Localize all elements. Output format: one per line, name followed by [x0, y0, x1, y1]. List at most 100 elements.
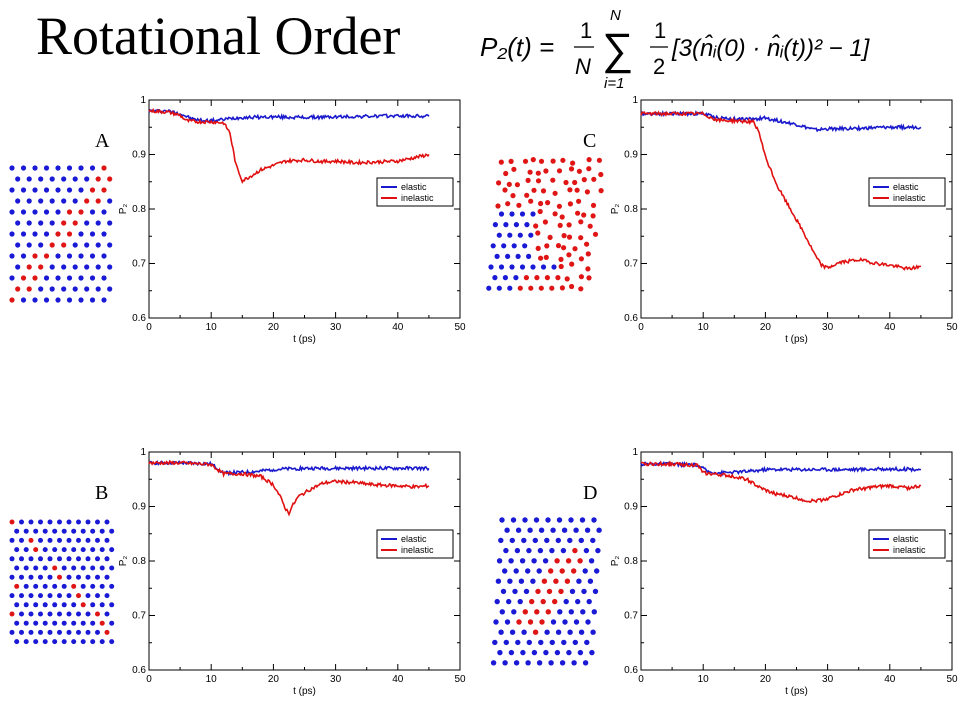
blue-atom [55, 275, 61, 281]
blue-atom [509, 537, 515, 544]
panel-label-b: B [95, 482, 109, 504]
x-tick-label: 0 [146, 674, 152, 685]
blue-atom [66, 519, 72, 525]
blue-atom [591, 517, 597, 523]
red-atom [584, 241, 590, 247]
blue-atom [556, 517, 563, 523]
blue-atom [47, 519, 53, 525]
blue-atom [517, 598, 523, 605]
blue-atom [519, 558, 526, 564]
blue-atom [571, 660, 577, 666]
blue-atom [530, 211, 536, 217]
blue-atom [595, 547, 601, 554]
blue-atom [52, 528, 58, 534]
red-atom [559, 568, 565, 574]
blue-atom [14, 602, 20, 608]
x-tick-label: 40 [392, 322, 404, 333]
blue-atom [492, 639, 498, 646]
blue-atom [572, 639, 578, 646]
red-atom [568, 166, 575, 172]
red-atom [543, 254, 549, 260]
red-atom [528, 285, 534, 291]
red-atom [587, 223, 593, 229]
y-tick-label: 1 [632, 95, 638, 106]
red-atom [72, 220, 78, 226]
blue-atom [530, 578, 536, 584]
blue-atom [508, 649, 515, 656]
blue-atom [90, 547, 96, 553]
blue-atom [72, 242, 78, 248]
red-atom [33, 547, 39, 553]
blue-atom [506, 598, 512, 605]
blue-atom [492, 275, 498, 281]
blue-atom [76, 556, 81, 562]
blue-atom [20, 231, 27, 237]
blue-atom [61, 602, 67, 608]
blue-atom [549, 547, 555, 554]
red-atom [508, 158, 514, 164]
red-atom [104, 629, 110, 635]
red-atom [571, 568, 577, 574]
blue-atom [43, 187, 50, 193]
red-atom [544, 243, 550, 249]
blue-atom [71, 620, 77, 626]
blue-atom [513, 660, 520, 666]
blue-atom [66, 275, 73, 281]
blue-atom [66, 537, 72, 543]
blue-atom [95, 519, 100, 525]
slide-title: Rotational Order [36, 6, 401, 66]
blue-atom [587, 578, 594, 584]
y-tick-label: 0.7 [624, 611, 638, 622]
blue-atom [28, 574, 34, 580]
legend-box [376, 177, 454, 207]
blue-atom [61, 264, 67, 270]
blue-atom [89, 297, 96, 303]
y-tick-label: 0.9 [624, 502, 638, 513]
x-tick-label: 40 [884, 674, 896, 685]
blue-atom [590, 629, 596, 635]
blue-atom [90, 583, 96, 589]
blue-atom [32, 165, 38, 171]
red-atom [561, 245, 567, 251]
red-atom [566, 234, 573, 240]
plot-frame [148, 99, 461, 319]
blue-atom [43, 297, 50, 303]
blue-atom [85, 556, 91, 562]
red-atom [556, 168, 563, 174]
x-tick-label: 10 [698, 674, 710, 685]
plot-frame [640, 451, 953, 671]
blue-atom [57, 556, 62, 562]
blue-atom [99, 528, 105, 534]
blue-atom [23, 528, 29, 534]
blue-atom [47, 574, 53, 580]
x-tick-label: 10 [206, 674, 218, 685]
blue-atom [557, 609, 563, 615]
blue-atom [61, 620, 67, 626]
blue-atom [19, 629, 24, 635]
red-atom [43, 253, 50, 259]
red-atom [545, 200, 551, 206]
blue-atom [61, 176, 67, 182]
blue-atom [560, 547, 567, 554]
blue-atom [543, 649, 549, 656]
red-atom [565, 558, 572, 564]
formula-frac2-den: 2 [653, 54, 665, 79]
blue-atom [509, 629, 516, 635]
blue-atom [14, 565, 20, 571]
blue-atom [66, 611, 72, 617]
red-atom [548, 568, 554, 574]
blue-atom [78, 297, 84, 303]
red-atom [535, 588, 541, 595]
blue-atom [109, 602, 115, 608]
blue-atom [498, 264, 505, 270]
blue-atom [57, 629, 62, 635]
blue-atom [584, 527, 591, 533]
blue-atom [525, 660, 531, 666]
y-tick-label: 0.9 [132, 502, 146, 513]
red-atom [535, 245, 541, 251]
red-atom [559, 214, 565, 220]
formula-frac1-num: 1 [580, 18, 592, 43]
blue-atom [19, 574, 24, 580]
blue-atom [61, 583, 67, 589]
blue-atom [95, 242, 101, 248]
